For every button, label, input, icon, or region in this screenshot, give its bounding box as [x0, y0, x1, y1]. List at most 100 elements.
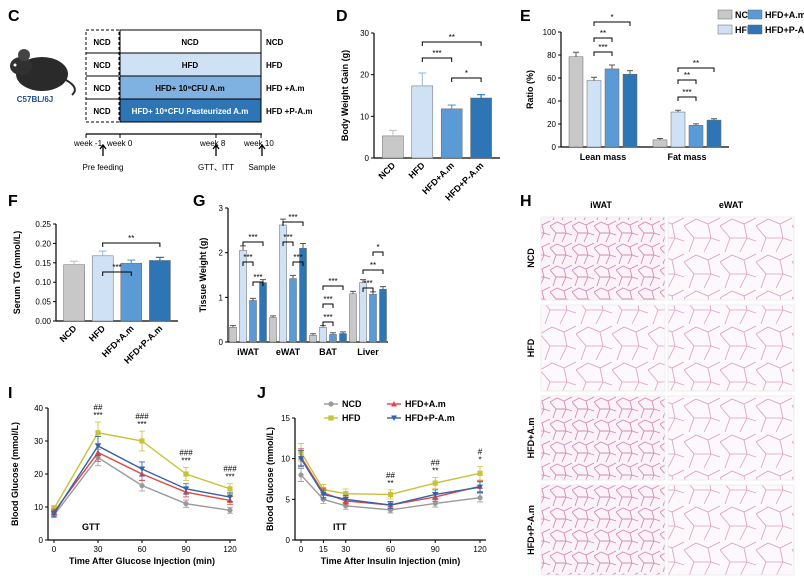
chart-i-annotation-hash: ##: [94, 403, 103, 412]
chart-i-point: [227, 507, 233, 513]
chart-e-bar-fat-mass-2: [670, 111, 686, 148]
chart-g-bar-ewat-1: [269, 317, 277, 343]
chart-f-ytick-label: 0.00: [35, 317, 51, 326]
chart-g-ytick-label: 2: [219, 249, 224, 258]
chart-d-ytick-label: 0: [365, 154, 370, 163]
event-sample: Sample: [248, 163, 276, 172]
chart-g-bar-bat-3: [329, 334, 337, 343]
chart-f-sig-label: **: [128, 234, 134, 243]
chart-f-errorbar-3: [127, 259, 136, 264]
mouse-strain-label: C57BL/6J: [17, 95, 53, 104]
chart-f-ytick-label: 0.05: [35, 298, 51, 307]
chart-e-errorbar: [711, 118, 717, 121]
chart-d-sig-label: **: [449, 33, 455, 42]
chart-e-ytick-label: 0: [552, 143, 557, 152]
histology-row-pam: HFD+P-A.m: [526, 505, 536, 555]
chart-d-sig-bracket: [421, 41, 482, 46]
chart-e-bar-lean-mass-2: [586, 80, 602, 148]
chart-g-errorbar: [300, 243, 306, 249]
chart-j-annotation-star: *: [478, 456, 481, 465]
chart-i-xtick-label: 0: [52, 545, 57, 554]
chart-j-annotation-star: **: [432, 466, 438, 475]
legend-j-marker-3: [391, 401, 397, 407]
chart-j-xtick-label: 90: [431, 545, 440, 554]
chart-j-xtick-label: 15: [319, 545, 328, 554]
chart-g-sig-label: ***: [363, 279, 372, 288]
chart-g-bar-iwat-3: [249, 300, 257, 343]
group-row-2: HFD: [182, 61, 199, 70]
chart-d-sig-bracket: [421, 57, 453, 62]
histology-pam-ewat: [667, 484, 795, 576]
chart-j-xlabel: Time After Insulin Injection (min): [321, 556, 461, 566]
chart-j-ytick-label: 10: [281, 455, 290, 464]
chart-f-ytick-label: 0.15: [35, 259, 51, 268]
chart-e-bar-lean-mass-4: [622, 73, 638, 148]
chart-f-ytick-label: 0.25: [35, 220, 51, 229]
chart-g-sig-bracket: [242, 261, 254, 266]
chart-f-ylabel: Serum TG (mmol/L): [12, 231, 22, 315]
legend-e-swatch-4: [747, 24, 763, 35]
chart-i-annotation-hash: ###: [179, 448, 193, 457]
chart-g-bar-liver-4: [379, 289, 387, 343]
chart-d-bar-2: [411, 85, 434, 159]
chart-g-errorbar: [340, 331, 346, 334]
chart-g-errorbar: [240, 245, 246, 251]
outcome-row-4: HFD +P-A.m: [266, 107, 312, 116]
chart-j-xtick-label: 60: [386, 545, 395, 554]
chart-i-ytick-label: 40: [34, 404, 43, 413]
chart-e-ytick-label: 40: [547, 97, 556, 106]
chart-j-point: [477, 470, 483, 476]
chart-e-errorbar: [591, 76, 597, 81]
chart-g-errorbar: [330, 332, 336, 335]
legend-j-marker-2: [328, 415, 334, 421]
chart-j-point: [320, 491, 327, 498]
mouse-illustration: [10, 49, 76, 96]
timeline-week-8: week 8: [199, 139, 226, 148]
chart-e-sig-bracket: [677, 79, 697, 84]
chart-i-ytick-label: 10: [34, 503, 43, 512]
legend-j-label-1: NCD: [342, 399, 362, 409]
chart-j-annotation-hash: ##: [431, 458, 440, 467]
legend-j-label-2: HFD: [342, 413, 361, 423]
chart-g-sig-label: **: [370, 261, 376, 270]
legend-e-swatch-3: [747, 9, 763, 20]
chart-g-sig-bracket: [372, 251, 384, 256]
chart-i-point: [183, 486, 189, 492]
chart-d-category-2: HFD: [407, 160, 428, 181]
chart-j-point: [477, 484, 483, 491]
chart-j-point: [387, 491, 394, 498]
outcome-row-3: HFD +A.m: [266, 84, 304, 93]
chart-d-category-1: NCD: [376, 160, 397, 181]
chart-j-ylabel: Blood Glucose (mmol/L): [265, 427, 275, 531]
pre-row-3: NCD: [93, 84, 111, 93]
chart-g-sig-label: ***: [293, 253, 302, 262]
chart-f-ytick-label: 0.10: [35, 278, 51, 287]
chart-g-errorbar: [380, 286, 386, 290]
chart-i-point: [183, 471, 189, 477]
chart-i-xlabel: Time After Glucose Injection (min): [69, 556, 215, 566]
chart-j-title: ITT: [333, 522, 347, 532]
chart-g-errorbar: [370, 291, 376, 295]
outcome-row-2: HFD: [266, 61, 283, 70]
chart-g-bar-iwat-4: [259, 282, 267, 343]
chart-i-point: [227, 486, 233, 492]
chart-j-xtick-label: 120: [473, 545, 487, 554]
chart-i-point: [183, 501, 189, 507]
chart-d-errorbar-2: [418, 72, 427, 86]
chart-i-annotation-hash: ###: [223, 465, 237, 474]
chart-e-sig-label: **: [693, 59, 699, 68]
chart-e-category-2: Fat mass: [667, 152, 706, 162]
chart-f-errorbar-1: [70, 260, 79, 265]
chart-i-xtick-label: 90: [182, 545, 191, 554]
panel-label-e: E: [520, 8, 531, 25]
chart-j-annotation-hash: ##: [386, 471, 395, 480]
chart-i-point: [51, 506, 57, 512]
chart-d-sig-label: *: [465, 69, 468, 78]
chart-e-errorbar: [573, 51, 579, 57]
chart-j-series-line-3: [300, 456, 481, 506]
chart-e-ytick-label: 20: [547, 120, 556, 129]
legend-e: NCD HFD HFD+A.m HFD+P-A.m: [717, 9, 804, 35]
chart-g-errorbar: [250, 297, 256, 301]
chart-g-sig-label: ***: [253, 273, 262, 282]
chart-e-sig-label: **: [684, 71, 690, 80]
